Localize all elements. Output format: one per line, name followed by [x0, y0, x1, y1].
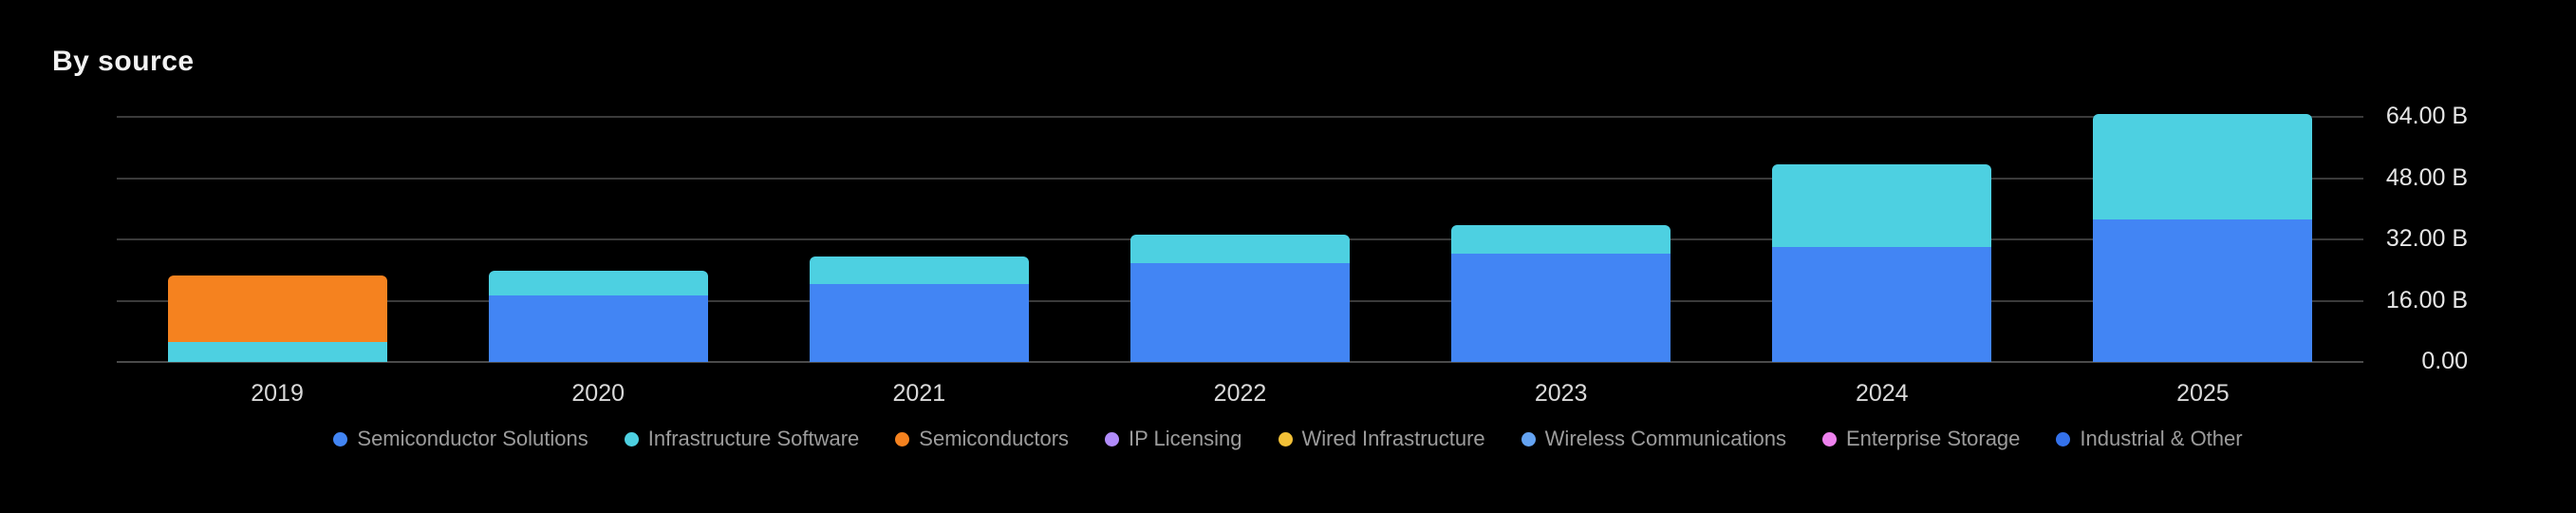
- y-gridline-0: [117, 361, 2363, 363]
- y-tick-label-48: 48.00 B: [2385, 163, 2468, 191]
- legend-item-label: Industrial & Other: [2080, 427, 2243, 450]
- y-gridline-48: [117, 177, 2363, 180]
- bar-segment-2021-infrastructure-software[interactable]: [809, 256, 1029, 284]
- bar-segment-2025-infrastructure-software[interactable]: [2093, 114, 2313, 220]
- legend-dot-icon: [624, 431, 639, 446]
- legend-dot-icon: [1278, 431, 1293, 446]
- bar-segment-2019-infrastructure-software[interactable]: [167, 342, 387, 362]
- x-tick-label-2021: 2021: [892, 380, 946, 407]
- legend-dot-icon: [1105, 431, 1120, 446]
- legend-item-label: Enterprise Storage: [1845, 427, 2021, 450]
- legend-item-label: Semiconductor Solutions: [357, 427, 588, 450]
- legend-item-semiconductors[interactable]: Semiconductors: [895, 427, 1069, 451]
- y-tick-label-16: 16.00 B: [2385, 286, 2468, 314]
- bar-segment-2024-semiconductor-solutions[interactable]: [1772, 246, 1992, 362]
- legend-item-industrial-other[interactable]: Industrial & Other: [2056, 427, 2243, 451]
- legend-dot-icon: [895, 431, 910, 446]
- bar-column-2023[interactable]: [1451, 224, 1671, 362]
- legend-item-ip-licensing[interactable]: IP Licensing: [1105, 427, 1242, 451]
- legend-item-wireless-communications[interactable]: Wireless Communications: [1521, 427, 1786, 451]
- bar-column-2025[interactable]: [2093, 114, 2313, 362]
- legend-item-label: Wireless Communications: [1544, 427, 1786, 450]
- bar-column-2022[interactable]: [1130, 235, 1350, 362]
- x-tick-label-2022: 2022: [1213, 380, 1267, 407]
- x-tick-label-2019: 2019: [251, 380, 304, 407]
- bar-segment-2020-infrastructure-software[interactable]: [488, 270, 708, 296]
- legend-item-label: IP Licensing: [1129, 427, 1242, 450]
- legend-item-enterprise-storage[interactable]: Enterprise Storage: [1821, 427, 2021, 451]
- bar-segment-2024-infrastructure-software[interactable]: [1772, 164, 1992, 247]
- x-tick-label-2020: 2020: [571, 380, 625, 407]
- bar-segment-2020-semiconductor-solutions[interactable]: [488, 295, 708, 362]
- legend-dot-icon: [1521, 431, 1536, 446]
- bar-segment-2025-semiconductor-solutions[interactable]: [2093, 219, 2313, 362]
- x-tick-label-2024: 2024: [1855, 380, 1909, 407]
- y-tick-label-32: 32.00 B: [2385, 224, 2468, 252]
- bar-segment-2022-infrastructure-software[interactable]: [1130, 235, 1350, 263]
- bar-column-2019[interactable]: [167, 275, 387, 362]
- legend-item-label: Wired Infrastructure: [1301, 427, 1485, 450]
- bar-segment-2019-semiconductors[interactable]: [167, 275, 387, 343]
- bar-segment-2021-semiconductor-solutions[interactable]: [809, 283, 1029, 362]
- legend-item-semiconductor-solutions[interactable]: Semiconductor Solutions: [333, 427, 588, 451]
- y-tick-label-0: 0.00: [2421, 347, 2468, 374]
- bar-column-2020[interactable]: [488, 270, 708, 362]
- chart-title: By source: [52, 46, 195, 77]
- bar-segment-2022-semiconductor-solutions[interactable]: [1130, 263, 1350, 362]
- bar-column-2024[interactable]: [1772, 164, 1992, 362]
- bar-column-2021[interactable]: [809, 256, 1029, 362]
- bar-segment-2023-infrastructure-software[interactable]: [1451, 224, 1671, 255]
- y-gridline-64: [117, 116, 2363, 118]
- x-tick-label-2025: 2025: [2176, 380, 2230, 407]
- legend-item-label: Infrastructure Software: [647, 427, 860, 450]
- bar-segment-2023-semiconductor-solutions[interactable]: [1451, 254, 1671, 362]
- legend-dot-icon: [1821, 431, 1837, 446]
- legend-dot-icon: [333, 431, 348, 446]
- chart-legend: Semiconductor Solutions Infrastructure So…: [0, 427, 2576, 451]
- legend-item-infrastructure-software[interactable]: Infrastructure Software: [624, 427, 860, 451]
- legend-item-label: Semiconductors: [919, 427, 1070, 450]
- y-tick-label-64: 64.00 B: [2385, 102, 2468, 129]
- x-tick-label-2023: 2023: [1534, 380, 1588, 407]
- legend-dot-icon: [2056, 431, 2071, 446]
- legend-item-wired-infrastructure[interactable]: Wired Infrastructure: [1278, 427, 1485, 451]
